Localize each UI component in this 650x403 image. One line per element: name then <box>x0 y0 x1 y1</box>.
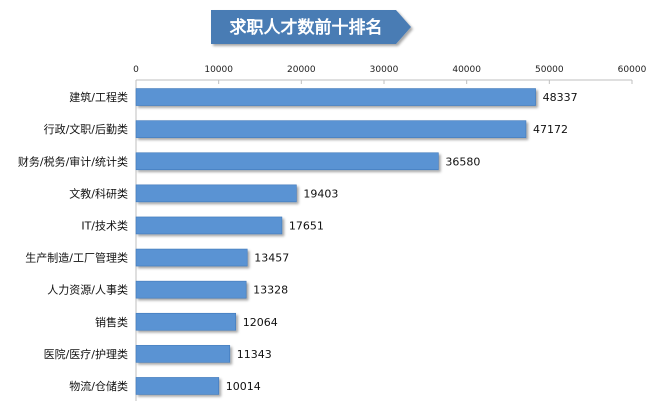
category-label: 建筑/工程类 <box>69 90 128 104</box>
category-label: 物流/仓储类 <box>69 379 128 393</box>
bar <box>135 88 536 106</box>
category-label: 人力资源/人事类 <box>47 283 128 297</box>
value-label: 17651 <box>289 219 324 232</box>
category-label: 生产制造/工厂管理类 <box>25 251 128 265</box>
category-label: 医院/医疗/护理类 <box>44 347 128 361</box>
x-tick-label: 40000 <box>452 65 481 75</box>
title-banner-shape <box>211 10 411 44</box>
category-label: 文教/科研类 <box>69 186 128 200</box>
bar <box>135 120 527 138</box>
value-label: 47172 <box>533 123 568 136</box>
x-tick-label: 0 <box>133 65 139 75</box>
bar <box>135 377 220 395</box>
value-label: 13457 <box>254 252 289 265</box>
value-label: 19403 <box>303 187 338 200</box>
x-tick-label: 50000 <box>535 65 564 75</box>
category-label: 销售类 <box>95 315 128 329</box>
x-tick-label: 30000 <box>370 65 399 75</box>
bar <box>135 248 248 267</box>
category-label: IT/技术类 <box>81 218 128 232</box>
value-label: 48337 <box>543 91 578 104</box>
bar <box>135 280 247 299</box>
value-label: 11343 <box>237 348 272 361</box>
bar <box>135 184 297 203</box>
x-tick-label: 10000 <box>204 65 233 75</box>
chart-title: 求职人才数前十排名 <box>230 17 383 38</box>
title-banner: 求职人才数前十排名 <box>211 10 411 44</box>
bar <box>135 152 439 171</box>
x-tick-label: 60000 <box>618 65 647 75</box>
x-axis-ticks: 0 10000 20000 30000 40000 50000 60000 <box>133 65 647 84</box>
x-tick-label: 20000 <box>287 65 316 75</box>
value-label: 13328 <box>253 284 288 297</box>
bar <box>135 345 231 363</box>
bar <box>135 312 237 331</box>
bar <box>135 216 283 235</box>
bars-group: 建筑/工程类 48337 行政/文职/后勤类 47172 财务/税务/审计/统计类 365… <box>18 88 578 395</box>
category-label: 财务/税务/审计/统计类 <box>18 154 128 168</box>
category-label: 行政/文职/后勤类 <box>44 122 128 136</box>
value-label: 36580 <box>445 155 480 168</box>
value-label: 12064 <box>243 316 278 329</box>
value-label: 10014 <box>226 380 261 393</box>
